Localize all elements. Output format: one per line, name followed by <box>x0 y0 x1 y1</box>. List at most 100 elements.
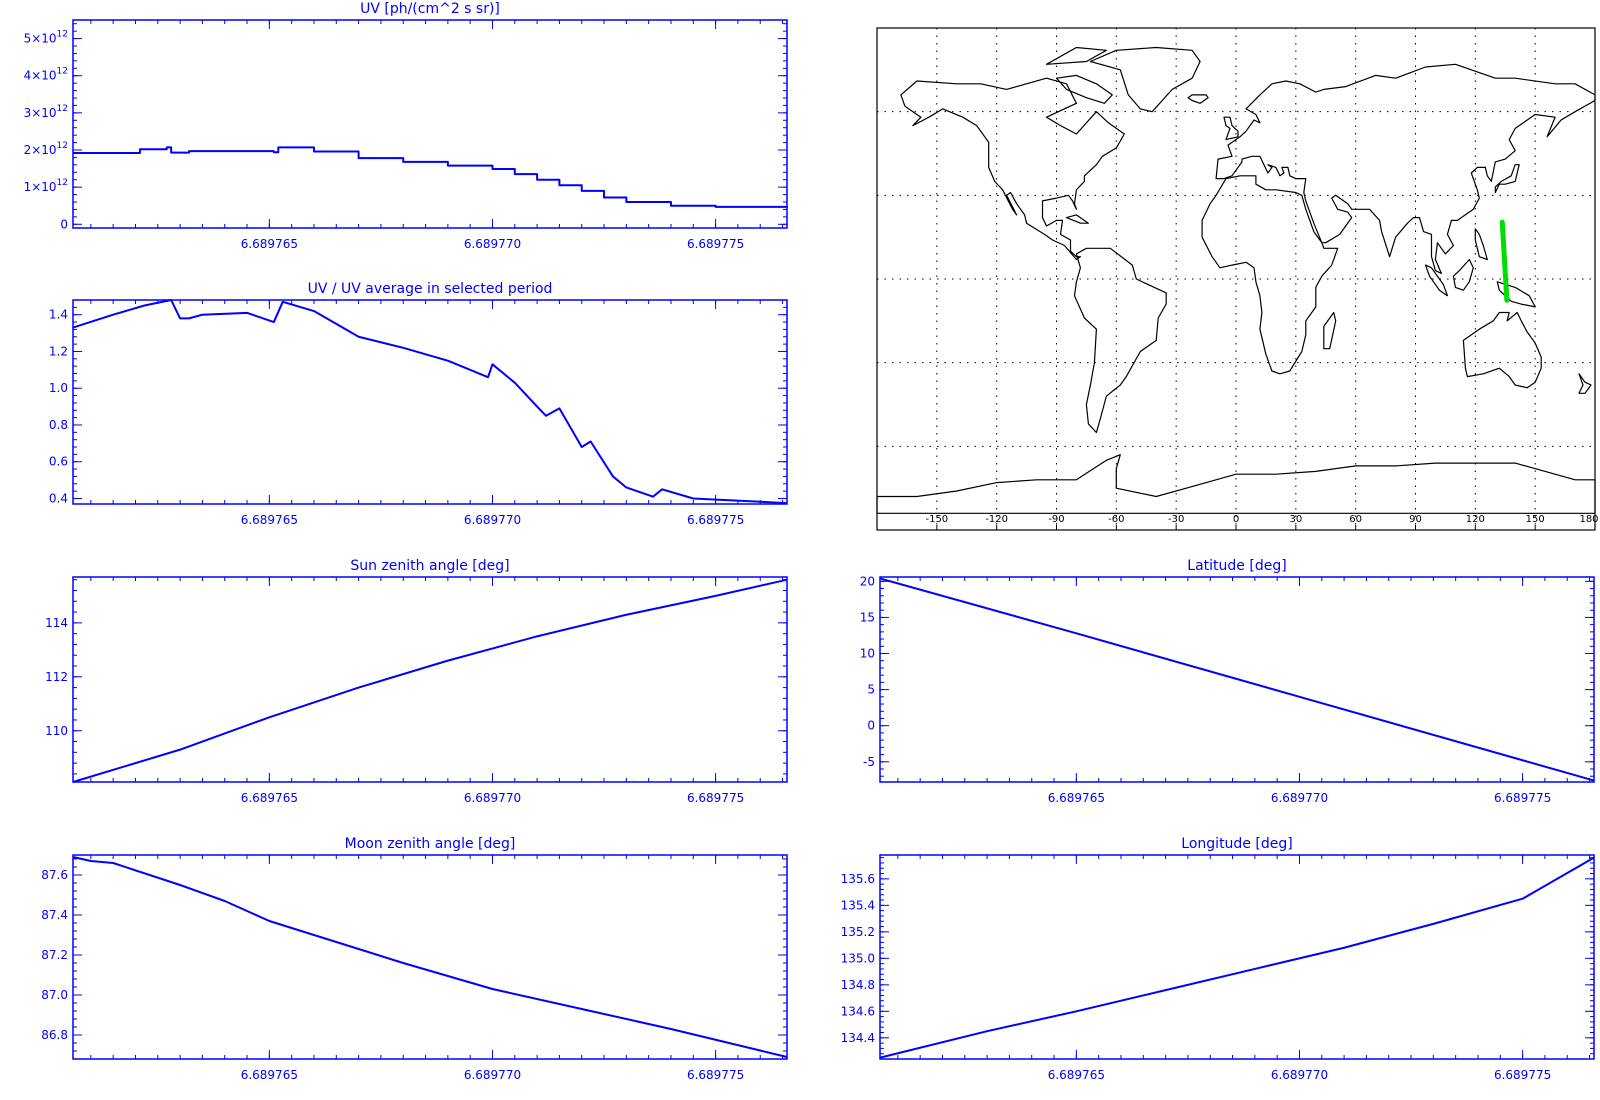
map-x-tick-label: -30 <box>1168 514 1184 525</box>
uv-ratio-panel: UV / UV average in selected period 6.6897… <box>49 281 788 527</box>
uv-x-tick-label: 6.689770 <box>464 237 521 251</box>
map-x-tick-label: 0 <box>1233 514 1239 525</box>
uv-y-tick-exponent: 12 <box>57 141 68 151</box>
uv-y-tick-exponent: 12 <box>57 30 68 40</box>
map-x-tick-label: 120 <box>1466 514 1485 525</box>
moon-zenith-title: Moon zenith angle [deg] <box>345 836 516 852</box>
latitude-y-tick-label: 5 <box>867 683 875 697</box>
map-x-tick-label: -120 <box>985 514 1008 525</box>
coastline-new-zealand <box>1578 373 1592 394</box>
uv-panel: UV [ph/(cm^2 s sr)] 6.689765 6.689770 6.689… <box>24 1 788 251</box>
uv-ratio-y-tick-label: 0.4 <box>49 491 68 505</box>
moon-zenith-frame <box>72 854 788 1060</box>
sun-zenith-x-tick-label: 6.689765 <box>241 791 298 805</box>
uv-x-tick-label: 6.689765 <box>241 237 298 251</box>
longitude-y-tick-label: 135.6 <box>841 872 875 886</box>
coastline-africa <box>1201 175 1339 375</box>
latitude-panel: Latitude [deg] 6.689765 6.689770 6.689775 -5… <box>860 558 1595 805</box>
coastline-greenland <box>1089 46 1201 113</box>
world-map-panel: -150 -120 -90 -60 -30 0 30 60 90 120 150 180 <box>876 27 1599 531</box>
uv-y-tick-label: 5×1012 <box>24 30 68 46</box>
sun-zenith-y-tick-label: 110 <box>45 724 68 738</box>
coastline-new-guinea <box>1496 281 1536 308</box>
uv-ratio-series-line <box>72 299 788 505</box>
moon-zenith-y-tick-label: 87.4 <box>41 908 68 922</box>
uv-y-tick-label: 4×1012 <box>24 67 68 83</box>
longitude-y-tick-label: 134.6 <box>841 1004 875 1018</box>
sun-zenith-title: Sun zenith angle [deg] <box>350 558 509 574</box>
uv-ratio-x-tick-label: 6.689775 <box>687 513 744 527</box>
map-x-tick-label: -60 <box>1108 514 1124 525</box>
uv-ratio-y-tick-label: 1.2 <box>49 344 68 358</box>
map-x-tick-label: 60 <box>1349 514 1362 525</box>
map-x-tick-label: 180 <box>1579 514 1598 525</box>
moon-zenith-x-tick-label: 6.689765 <box>241 1068 298 1082</box>
longitude-x-tick-label: 6.689775 <box>1494 1068 1551 1082</box>
sun-zenith-series-line <box>72 578 788 783</box>
sun-zenith-x-tick-label: 6.689770 <box>464 791 521 805</box>
coastline-cuba <box>1065 214 1090 224</box>
longitude-y-tick-label: 135.0 <box>841 951 875 965</box>
map-x-tick-label: -90 <box>1048 514 1064 525</box>
moon-zenith-y-tick-label: 87.6 <box>41 868 68 882</box>
coastline-south-america <box>1073 247 1167 433</box>
uv-ratio-y-tick-label: 0.6 <box>49 455 68 469</box>
moon-zenith-x-tick-label: 6.689775 <box>687 1068 744 1082</box>
uv-y-tick-label: 0 <box>60 217 68 231</box>
coastline-north-america <box>900 77 1125 261</box>
uv-y-tick-label: 3×1012 <box>24 104 68 120</box>
longitude-x-tick-label: 6.689765 <box>1048 1068 1105 1082</box>
moon-zenith-x-tick-label: 6.689770 <box>464 1068 521 1082</box>
longitude-panel: Longitude [deg] 6.689765 6.689770 6.689775 1… <box>841 836 1595 1082</box>
uv-x-tick-label: 6.689775 <box>687 237 744 251</box>
coastline-philippines <box>1474 228 1488 261</box>
uv-ratio-x-tick-label: 6.689765 <box>241 513 298 527</box>
map-x-tick-label: -150 <box>925 514 948 525</box>
longitude-title: Longitude [deg] <box>1181 836 1292 852</box>
uv-ratio-frame <box>72 299 788 505</box>
uv-ratio-y-tick-label: 0.8 <box>49 418 68 432</box>
latitude-y-tick-label: -5 <box>863 755 875 769</box>
map-ground-track <box>1499 219 1510 303</box>
moon-zenith-panel: Moon zenith angle [deg] 6.689765 6.689770 6… <box>41 836 788 1082</box>
moon-zenith-series-line <box>72 856 788 1058</box>
longitude-y-tick-label: 135.2 <box>841 925 875 939</box>
latitude-x-tick-label: 6.689770 <box>1271 791 1328 805</box>
longitude-x-tick-label: 6.689770 <box>1271 1068 1328 1082</box>
coastline-britain <box>1223 116 1239 141</box>
coastline-ellesmere <box>1045 46 1108 65</box>
moon-zenith-y-tick-label: 87.2 <box>41 948 68 962</box>
uv-frame <box>72 19 788 229</box>
sun-zenith-panel: Sun zenith angle [deg] 6.689765 6.689770 6.… <box>45 558 788 805</box>
uv-y-tick-exponent: 12 <box>57 67 68 77</box>
sun-zenith-frame <box>72 576 788 783</box>
latitude-y-tick-label: 10 <box>860 647 875 661</box>
coastline-borneo <box>1452 258 1474 291</box>
uv-ratio-y-tick-label: 1.0 <box>49 381 68 395</box>
latitude-y-tick-label: 0 <box>867 719 875 733</box>
coastline-australia <box>1462 311 1542 389</box>
uv-ratio-x-tick-label: 6.689770 <box>464 513 521 527</box>
longitude-series-line <box>879 856 1595 1059</box>
latitude-series-line <box>879 577 1595 782</box>
sun-zenith-x-tick-label: 6.689775 <box>687 791 744 805</box>
latitude-title: Latitude [deg] <box>1187 558 1286 574</box>
coastline-baffin <box>1055 74 1113 104</box>
sun-zenith-y-tick-label: 114 <box>45 616 68 630</box>
longitude-y-tick-label: 134.4 <box>841 1031 875 1045</box>
uv-ratio-title: UV / UV average in selected period <box>308 281 553 297</box>
coastline-japan <box>1494 164 1520 194</box>
map-x-tick-label: 150 <box>1526 514 1545 525</box>
uv-y-tick-exponent: 12 <box>57 178 68 188</box>
coastline-sumatra <box>1424 264 1449 297</box>
uv-ratio-y-tick-label: 1.4 <box>49 308 68 322</box>
uv-y-tick-label: 1×1012 <box>24 178 68 194</box>
uv-title: UV [ph/(cm^2 s sr)] <box>360 1 500 17</box>
moon-zenith-y-tick-label: 87.0 <box>41 988 68 1002</box>
sun-zenith-y-tick-label: 112 <box>45 670 68 684</box>
longitude-y-tick-label: 134.8 <box>841 978 875 992</box>
longitude-frame <box>879 854 1595 1060</box>
latitude-x-tick-label: 6.689765 <box>1048 791 1105 805</box>
latitude-frame <box>879 576 1595 783</box>
